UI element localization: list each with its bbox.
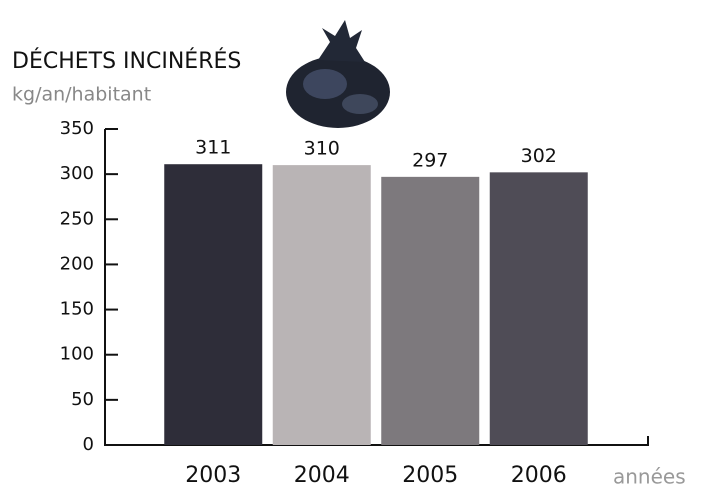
x-tick-label: 2006	[511, 463, 567, 488]
trash-bag-icon	[286, 20, 390, 128]
y-tick-label: 350	[60, 118, 94, 139]
y-tick-label: 50	[71, 389, 94, 410]
bar	[490, 172, 588, 445]
bar	[273, 165, 371, 445]
y-tick-label: 0	[83, 434, 94, 455]
y-tick-label: 250	[60, 208, 94, 229]
x-tick-label: 2003	[185, 463, 241, 488]
y-tick-label: 100	[60, 344, 94, 365]
value-label: 302	[521, 145, 557, 167]
value-label: 311	[195, 137, 231, 159]
y-tick-label: 200	[60, 253, 94, 274]
y-tick-label: 300	[60, 163, 94, 184]
y-tick-label: 150	[60, 299, 94, 320]
value-label: 310	[304, 138, 340, 160]
x-axis-label: années	[613, 465, 686, 489]
chart-title: DÉCHETS INCINÉRÉS	[12, 48, 241, 74]
chart-subtitle: kg/an/habitant	[12, 84, 151, 106]
bar	[164, 164, 262, 445]
value-label: 297	[412, 149, 448, 171]
chart: DÉCHETS INCINÉRÉS kg/an/habitant années …	[0, 0, 702, 489]
x-tick-label: 2004	[294, 463, 350, 488]
bar	[381, 177, 479, 445]
x-tick-label: 2005	[402, 463, 458, 488]
